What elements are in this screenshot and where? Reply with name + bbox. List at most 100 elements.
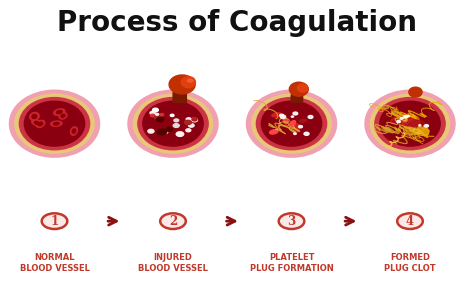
Ellipse shape (72, 129, 76, 133)
Ellipse shape (56, 111, 62, 114)
Ellipse shape (408, 120, 425, 132)
Circle shape (293, 112, 298, 115)
Ellipse shape (300, 119, 307, 122)
Circle shape (186, 118, 191, 121)
Text: FORMED
PLUG CLOT: FORMED PLUG CLOT (384, 253, 436, 274)
Circle shape (173, 124, 179, 127)
Ellipse shape (401, 115, 420, 130)
Ellipse shape (289, 82, 308, 96)
Circle shape (166, 127, 173, 132)
Ellipse shape (128, 90, 218, 157)
Ellipse shape (261, 101, 322, 146)
Circle shape (189, 124, 194, 127)
Circle shape (160, 213, 186, 229)
FancyBboxPatch shape (291, 95, 302, 102)
Circle shape (157, 129, 167, 135)
Ellipse shape (29, 113, 39, 120)
Ellipse shape (256, 97, 327, 150)
Text: 3: 3 (287, 215, 296, 228)
Circle shape (42, 213, 67, 229)
Circle shape (163, 130, 168, 134)
Text: INJURED
BLOOD VESSEL: INJURED BLOOD VESSEL (138, 253, 208, 274)
Circle shape (401, 118, 403, 119)
Circle shape (163, 131, 167, 134)
Ellipse shape (54, 123, 59, 125)
Circle shape (279, 213, 304, 229)
Text: PLATELET
PLUG FORMATION: PLATELET PLUG FORMATION (250, 253, 333, 274)
Ellipse shape (394, 114, 413, 122)
Ellipse shape (19, 97, 90, 150)
Ellipse shape (380, 101, 440, 146)
Circle shape (299, 125, 302, 128)
Ellipse shape (169, 75, 195, 94)
Ellipse shape (252, 94, 331, 153)
Circle shape (191, 118, 197, 122)
Circle shape (292, 116, 293, 117)
Circle shape (148, 129, 154, 133)
Ellipse shape (181, 77, 195, 88)
Ellipse shape (24, 101, 85, 146)
Circle shape (192, 118, 197, 121)
Ellipse shape (290, 121, 296, 126)
Circle shape (156, 117, 164, 122)
Circle shape (170, 114, 174, 116)
Text: 4: 4 (406, 215, 414, 228)
Circle shape (308, 116, 313, 118)
Circle shape (304, 132, 309, 135)
Ellipse shape (283, 118, 288, 124)
Ellipse shape (32, 120, 43, 126)
Ellipse shape (36, 120, 45, 127)
Text: 2: 2 (169, 215, 177, 228)
Text: 1: 1 (50, 215, 59, 228)
Ellipse shape (54, 109, 65, 116)
Circle shape (280, 114, 284, 117)
Ellipse shape (51, 121, 62, 126)
Circle shape (151, 114, 155, 117)
Circle shape (155, 113, 159, 115)
Circle shape (193, 119, 198, 122)
Ellipse shape (293, 127, 299, 132)
Ellipse shape (391, 117, 405, 124)
Ellipse shape (297, 84, 308, 92)
Text: Process of Coagulation: Process of Coagulation (57, 9, 417, 37)
Ellipse shape (15, 94, 94, 153)
Ellipse shape (35, 121, 40, 125)
Circle shape (176, 132, 184, 136)
Circle shape (153, 108, 158, 112)
Ellipse shape (9, 90, 100, 157)
Ellipse shape (187, 79, 193, 82)
Ellipse shape (71, 127, 77, 135)
Circle shape (407, 116, 410, 117)
Ellipse shape (143, 101, 203, 146)
Ellipse shape (273, 115, 283, 119)
Ellipse shape (61, 114, 65, 118)
FancyBboxPatch shape (173, 92, 186, 102)
Ellipse shape (270, 130, 278, 134)
Text: NORMAL
BLOOD VESSEL: NORMAL BLOOD VESSEL (19, 253, 90, 274)
Circle shape (397, 120, 401, 123)
Circle shape (160, 113, 164, 116)
Ellipse shape (246, 90, 337, 157)
Circle shape (174, 119, 179, 122)
Circle shape (419, 125, 421, 126)
Ellipse shape (375, 97, 445, 150)
Circle shape (156, 116, 161, 120)
Ellipse shape (59, 113, 67, 119)
Ellipse shape (133, 94, 213, 153)
Circle shape (150, 111, 155, 115)
Ellipse shape (272, 113, 281, 116)
Circle shape (154, 116, 159, 119)
Ellipse shape (409, 87, 422, 97)
Circle shape (281, 115, 286, 118)
Ellipse shape (365, 90, 455, 157)
Ellipse shape (32, 114, 37, 118)
Ellipse shape (138, 97, 208, 150)
Circle shape (424, 125, 428, 127)
Ellipse shape (38, 122, 43, 126)
Ellipse shape (370, 94, 450, 153)
Ellipse shape (293, 124, 299, 128)
Circle shape (404, 116, 408, 118)
Circle shape (294, 133, 296, 134)
Circle shape (397, 213, 423, 229)
Circle shape (186, 129, 191, 132)
